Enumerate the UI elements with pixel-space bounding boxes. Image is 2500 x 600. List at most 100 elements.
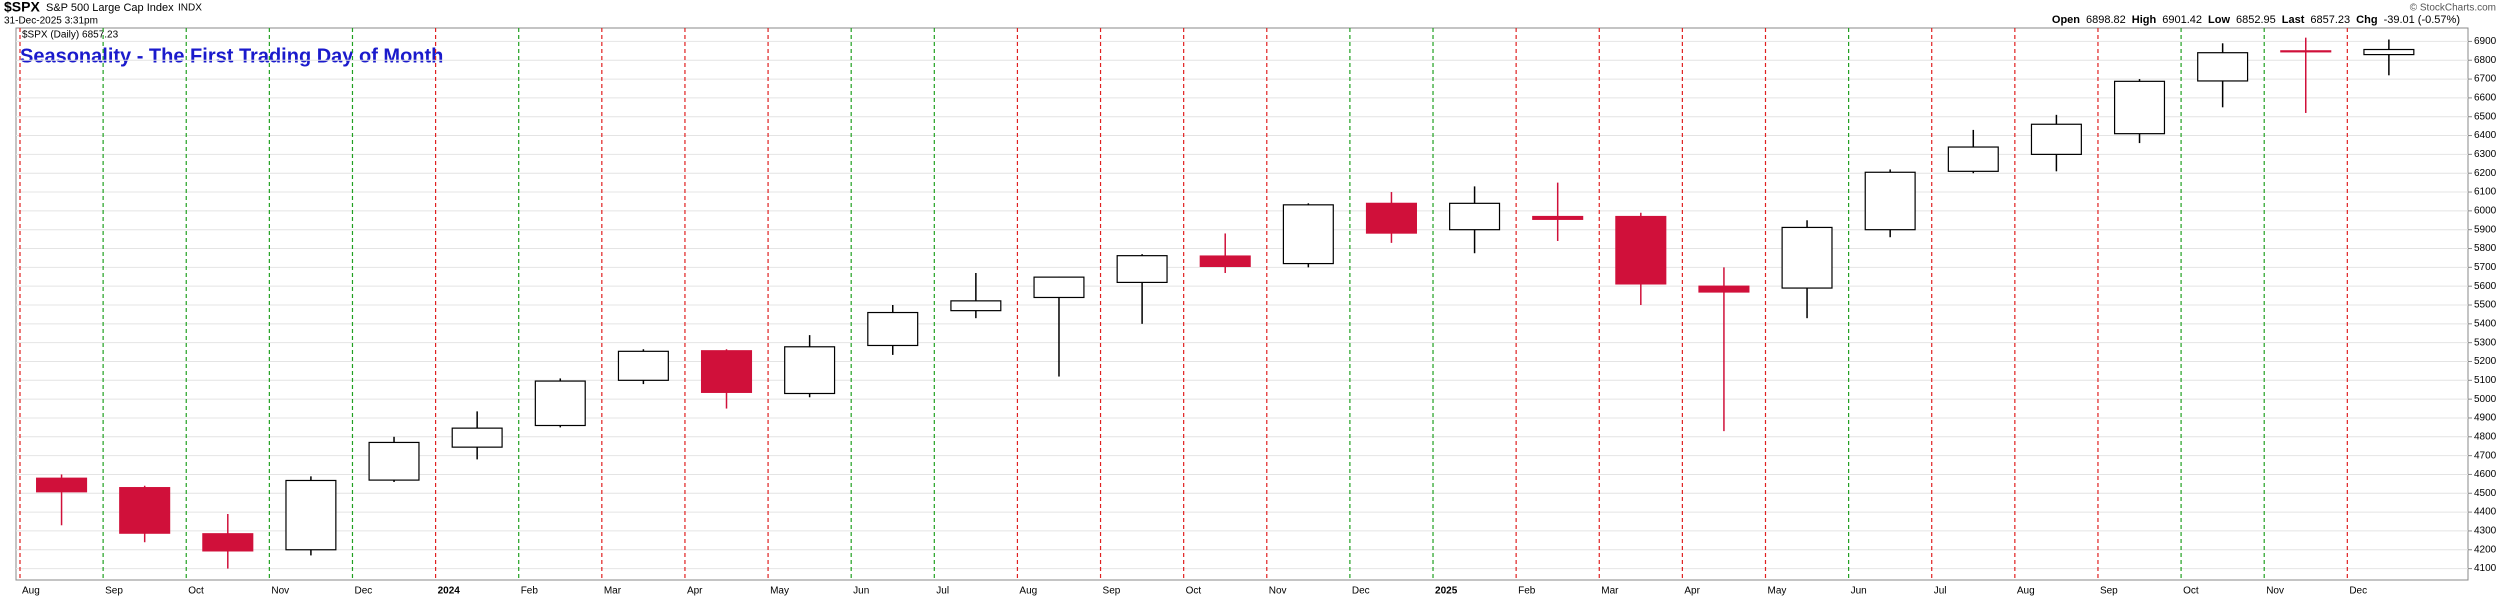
y-tick-label: 6700 bbox=[2474, 74, 2497, 85]
x-tick-label: Mar bbox=[604, 586, 622, 597]
candle-body bbox=[2197, 52, 2249, 82]
candle-body bbox=[119, 487, 171, 534]
x-tick-label: Sep bbox=[105, 586, 123, 597]
stat-label: High bbox=[2131, 14, 2157, 26]
y-tick-label: 5100 bbox=[2474, 375, 2497, 386]
y-tick-label: 5400 bbox=[2474, 318, 2497, 329]
y-tick-label: 4800 bbox=[2474, 431, 2497, 442]
candle-body bbox=[950, 300, 1002, 312]
y-tick-label: 6200 bbox=[2474, 168, 2497, 179]
x-tick-label: Oct bbox=[1186, 586, 1202, 597]
symbol: $SPX bbox=[4, 0, 40, 15]
x-tick-label: Apr bbox=[687, 586, 703, 597]
candle-body bbox=[1199, 255, 1251, 268]
candle-body bbox=[1615, 215, 1667, 285]
y-tick-label: 5300 bbox=[2474, 337, 2497, 348]
x-tick-label: Mar bbox=[1601, 586, 1619, 597]
x-tick-label: Aug bbox=[2017, 586, 2035, 597]
stat-value: -39.01 (-0.57%) bbox=[2383, 14, 2460, 26]
y-tick-label: 5500 bbox=[2474, 300, 2497, 311]
chart-title: Seasonality - The First Trading Day of M… bbox=[20, 45, 443, 67]
stat-label: Chg bbox=[2356, 14, 2378, 26]
y-tick-label: 5700 bbox=[2474, 262, 2497, 273]
y-tick-label: 4400 bbox=[2474, 507, 2497, 518]
y-tick-label: 6100 bbox=[2474, 187, 2497, 198]
x-tick-label: Aug bbox=[1019, 586, 1037, 597]
y-tick-label: 4300 bbox=[2474, 526, 2497, 537]
y-tick-label: 6900 bbox=[2474, 36, 2497, 47]
y-tick-label: 5200 bbox=[2474, 356, 2497, 367]
y-tick-label: 5800 bbox=[2474, 243, 2497, 254]
y-tick-label: 6400 bbox=[2474, 130, 2497, 141]
stat-label: Low bbox=[2208, 14, 2231, 26]
x-tick-label: Feb bbox=[1518, 586, 1536, 597]
date: 31-Dec-2025 3:31pm bbox=[4, 16, 98, 27]
x-tick-label: Feb bbox=[521, 586, 539, 597]
x-tick-label: Apr bbox=[1684, 586, 1700, 597]
y-tick-label: 4600 bbox=[2474, 469, 2497, 480]
candle-body bbox=[1365, 202, 1417, 234]
legend: $SPX (Daily) 6857.23 bbox=[22, 30, 119, 41]
candle-body bbox=[700, 350, 753, 393]
candle-body bbox=[368, 441, 420, 481]
y-tick-label: 5000 bbox=[2474, 394, 2497, 405]
candle-body bbox=[867, 311, 919, 347]
stat-value: 6852.95 bbox=[2236, 14, 2276, 26]
x-tick-label: Sep bbox=[2100, 586, 2118, 597]
stat-value: 6901.42 bbox=[2162, 14, 2203, 26]
x-tick-label: Nov bbox=[1269, 586, 1287, 597]
x-tick-label: Sep bbox=[1103, 586, 1121, 597]
x-tick-label: Jun bbox=[853, 586, 869, 597]
x-tick-label: May bbox=[770, 586, 789, 597]
candle-body bbox=[1116, 255, 1168, 284]
y-tick-label: 5900 bbox=[2474, 224, 2497, 235]
candle-body bbox=[2280, 50, 2332, 53]
candle-body bbox=[1698, 285, 1750, 293]
x-tick-label: Nov bbox=[2266, 586, 2284, 597]
y-tick-label: 4900 bbox=[2474, 413, 2497, 424]
y-tick-label: 6300 bbox=[2474, 149, 2497, 160]
stats: Open 6898.82 High 6901.42 Low 6852.95 Last 6857… bbox=[2052, 14, 2460, 26]
candle-body bbox=[784, 346, 836, 395]
plot-frame bbox=[15, 27, 2469, 581]
candle-body bbox=[1947, 146, 1999, 172]
y-tick-label: 6000 bbox=[2474, 206, 2497, 217]
x-tick-label: Aug bbox=[22, 586, 40, 597]
x-tick-label: Jul bbox=[1934, 586, 1947, 597]
candle-body bbox=[2113, 80, 2166, 135]
candle-body bbox=[1033, 276, 1085, 299]
stat-label: Open bbox=[2051, 14, 2081, 26]
y-tick-label: 6600 bbox=[2474, 93, 2497, 104]
y-tick-label: 4700 bbox=[2474, 450, 2497, 461]
x-tick-label: Jun bbox=[1851, 586, 1867, 597]
candle-body bbox=[617, 350, 669, 381]
candle-body bbox=[1781, 226, 1833, 289]
y-tick-label: 4500 bbox=[2474, 488, 2497, 499]
index-name: S&P 500 Large Cap Index bbox=[46, 2, 174, 14]
x-tick-label: May bbox=[1767, 586, 1786, 597]
candle-body bbox=[2363, 48, 2415, 56]
x-tick-label: Dec bbox=[1352, 586, 1370, 597]
candle-body bbox=[1449, 202, 1501, 231]
x-tick-label: Oct bbox=[188, 586, 204, 597]
candle-body bbox=[36, 477, 88, 493]
candle-body bbox=[534, 380, 586, 427]
candle-body bbox=[451, 427, 503, 448]
x-tick-label: Nov bbox=[271, 586, 289, 597]
stat-label: Last bbox=[2281, 14, 2305, 26]
copyright: © StockCharts.com bbox=[2410, 3, 2496, 14]
candle-body bbox=[1532, 215, 1584, 220]
stat-value: 6857.23 bbox=[2310, 14, 2351, 26]
x-tick-label: Dec bbox=[2349, 586, 2367, 597]
candle-body bbox=[285, 479, 337, 551]
candle-body bbox=[202, 533, 254, 552]
y-tick-label: 6500 bbox=[2474, 111, 2497, 122]
x-tick-label: 2025 bbox=[1435, 586, 1458, 597]
y-tick-label: 6800 bbox=[2474, 55, 2497, 66]
x-tick-label: Oct bbox=[2183, 586, 2199, 597]
y-tick-label: 4100 bbox=[2474, 563, 2497, 574]
candle-body bbox=[1864, 171, 1916, 231]
x-tick-label: Jul bbox=[936, 586, 949, 597]
